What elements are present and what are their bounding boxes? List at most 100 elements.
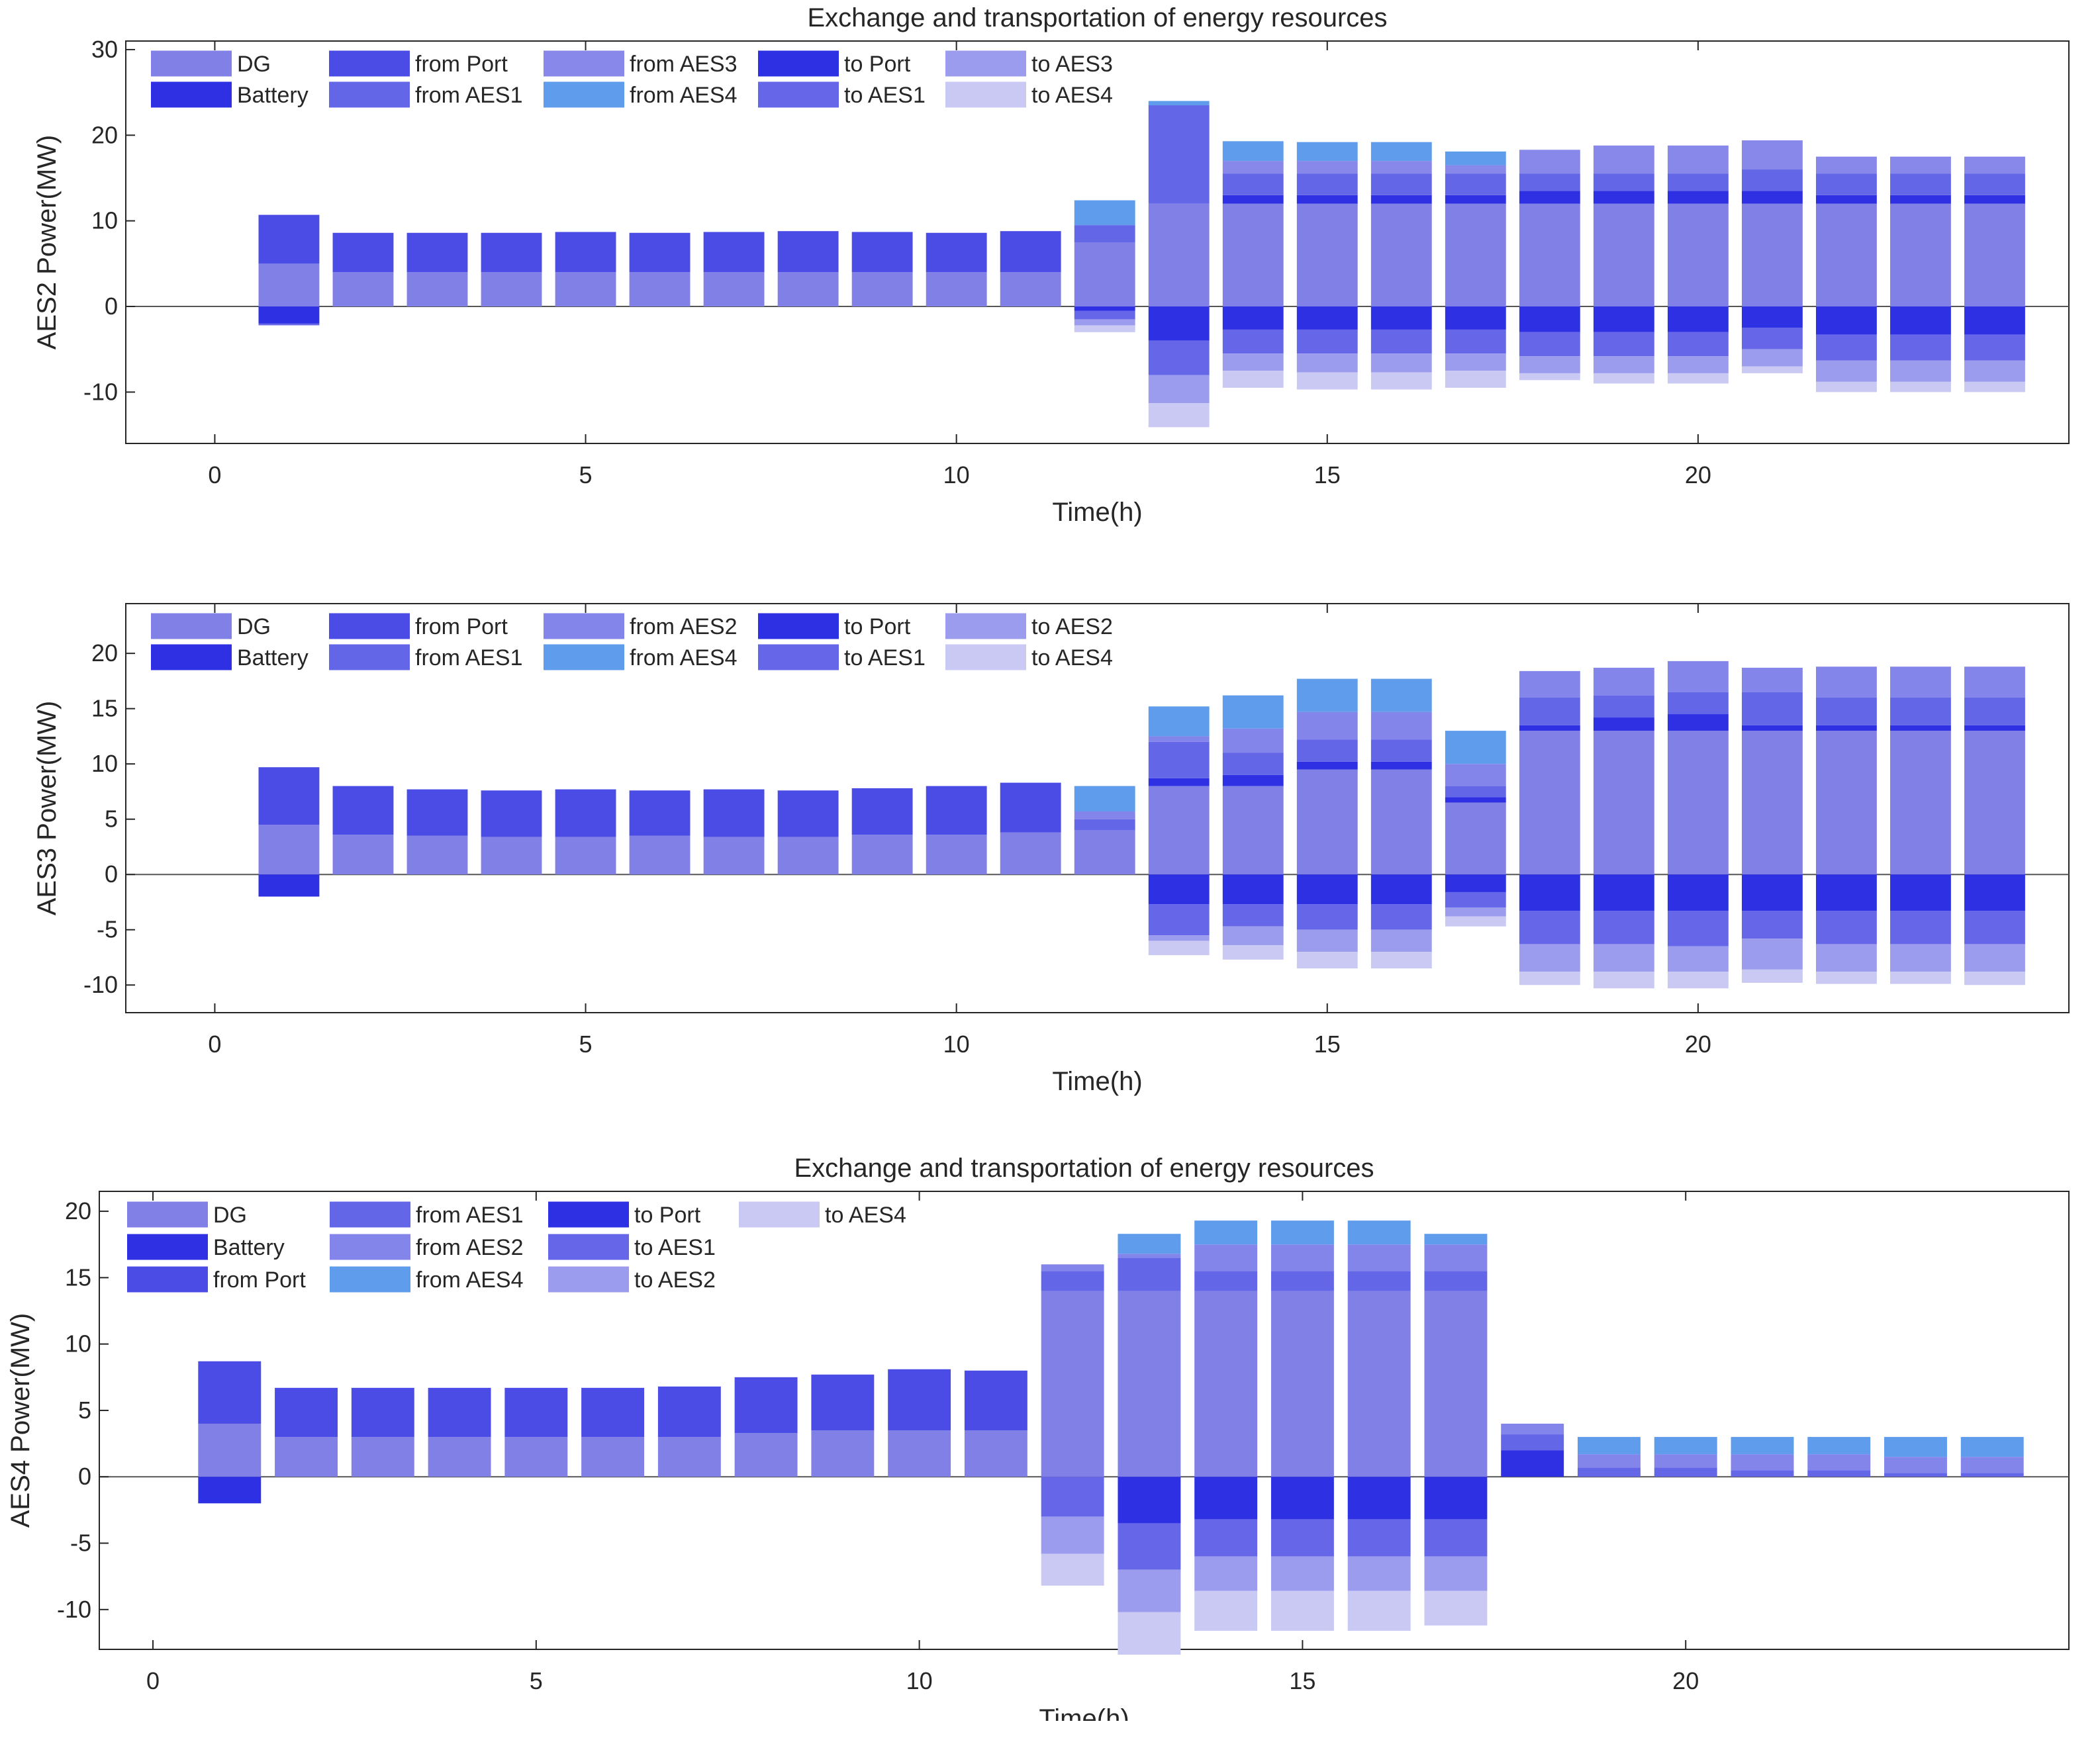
bar-battery-h23 xyxy=(1890,725,1951,731)
bar-from-aes1-h20 xyxy=(1667,173,1729,191)
bar-to-port-h18 xyxy=(1519,874,1580,911)
bar-to-aes4-h22 xyxy=(1816,381,1877,392)
bar-to-port-h1 xyxy=(198,1477,262,1504)
legend-swatch-from-port xyxy=(329,613,410,639)
bar-to-aes3-h19 xyxy=(1593,356,1654,373)
bar-from-aes1-h19 xyxy=(1577,1467,1641,1477)
bar-from-aes1-h24 xyxy=(1964,173,2025,195)
bar-to-port-h24 xyxy=(1964,306,2025,335)
legend-label-from-aes4: from AES4 xyxy=(416,1267,524,1293)
x-tick-label: 10 xyxy=(943,461,970,488)
bar-from-aes2-h22 xyxy=(1816,666,1877,698)
bar-dg-h1 xyxy=(258,825,320,875)
bar-dg-h3 xyxy=(406,835,468,875)
bar-to-port-h13 xyxy=(1148,874,1210,905)
bar-dg-h9 xyxy=(851,835,913,875)
bar-from-aes2-h19 xyxy=(1593,667,1654,696)
x-tick-label: 15 xyxy=(1289,1667,1315,1694)
bar-battery-h21 xyxy=(1741,725,1803,731)
bar-to-aes3-h15 xyxy=(1296,353,1358,373)
y-tick-label: 10 xyxy=(65,1330,91,1357)
bar-from-aes1-h20 xyxy=(1654,1467,1717,1477)
bar-to-aes4-h18 xyxy=(1519,373,1580,381)
bar-from-aes4-h17 xyxy=(1424,1234,1488,1245)
bar-from-aes1-h17 xyxy=(1445,173,1506,195)
bar-from-port-h5 xyxy=(504,1387,568,1438)
bar-to-aes3-h20 xyxy=(1667,356,1729,373)
bar-dg-h16 xyxy=(1370,203,1432,307)
bar-from-port-h8 xyxy=(777,231,839,273)
y-tick-label: -5 xyxy=(97,916,118,943)
bar-from-aes2-h12 xyxy=(1041,1264,1104,1271)
bar-dg-h8 xyxy=(734,1433,798,1477)
legend-label-to-aes1: to AES1 xyxy=(844,645,926,670)
bar-from-port-h4 xyxy=(481,790,542,837)
bar-battery-h14 xyxy=(1222,195,1284,204)
bar-from-port-h8 xyxy=(777,790,839,837)
bar-to-port-h15 xyxy=(1296,874,1358,905)
bar-to-aes4-h15 xyxy=(1296,952,1358,969)
bar-from-port-h3 xyxy=(406,789,468,836)
bar-dg-h11 xyxy=(964,1430,1027,1477)
legend-label-from-aes4: from AES4 xyxy=(630,645,738,670)
legend-swatch-to-aes1 xyxy=(548,1234,629,1260)
bar-to-aes4-h17 xyxy=(1445,916,1506,927)
bar-to-port-h22 xyxy=(1816,874,1877,911)
legend-label-dg: DG xyxy=(237,614,271,639)
legend-swatch-battery xyxy=(151,644,232,670)
bar-to-port-h19 xyxy=(1593,306,1654,332)
bar-to-aes3-h22 xyxy=(1816,360,1877,382)
bar-battery-h20 xyxy=(1667,714,1729,731)
bar-from-aes4-h17 xyxy=(1445,151,1506,165)
bar-to-aes1-h13 xyxy=(1118,1523,1181,1570)
bar-to-aes2-h24 xyxy=(1964,944,2025,972)
bar-from-aes1-h14 xyxy=(1222,753,1284,775)
bar-to-aes2-h15 xyxy=(1296,929,1358,952)
bar-battery-h16 xyxy=(1370,761,1432,770)
bar-from-aes4-h21 xyxy=(1731,1437,1794,1455)
x-tick-label: 0 xyxy=(208,1031,221,1058)
y-tick-label: -5 xyxy=(70,1530,91,1557)
legend-label-dg: DG xyxy=(237,52,271,77)
bar-from-aes1-h18 xyxy=(1519,697,1580,725)
bar-to-port-h23 xyxy=(1890,874,1951,911)
bar-to-aes4-h17 xyxy=(1445,371,1506,388)
bar-to-aes2-h12 xyxy=(1041,1516,1104,1554)
bar-dg-h9 xyxy=(811,1430,875,1477)
bar-from-aes1-h15 xyxy=(1296,739,1358,762)
bar-to-aes1-h1 xyxy=(258,323,320,326)
bar-to-aes4-h14 xyxy=(1222,371,1284,388)
bar-from-port-h2 xyxy=(332,786,394,835)
bar-dg-h5 xyxy=(504,1437,568,1477)
bar-from-port-h10 xyxy=(926,786,987,835)
bar-to-aes1-h12 xyxy=(1074,310,1135,320)
bar-dg-h22 xyxy=(1816,731,1877,875)
y-tick-label: -10 xyxy=(83,378,118,405)
bar-to-aes4-h16 xyxy=(1347,1590,1411,1631)
bar-from-port-h11 xyxy=(1000,782,1061,833)
bar-from-aes1-h18 xyxy=(1501,1434,1564,1451)
bar-to-port-h17 xyxy=(1445,874,1506,892)
legend-swatch-to-port xyxy=(758,50,839,77)
y-tick-label: -10 xyxy=(57,1596,91,1623)
bar-dg-h16 xyxy=(1347,1291,1411,1477)
legend-label-from-aes4: from AES4 xyxy=(630,83,738,108)
bar-to-aes1-h12 xyxy=(1041,1477,1104,1517)
bar-to-aes2-h14 xyxy=(1222,926,1284,946)
bar-from-aes1-h22 xyxy=(1816,173,1877,195)
bar-from-port-h9 xyxy=(811,1374,875,1431)
y-tick-label: 0 xyxy=(105,860,118,888)
bar-from-aes1-h14 xyxy=(1222,173,1284,195)
bar-from-port-h8 xyxy=(734,1377,798,1434)
x-tick-label: 0 xyxy=(146,1667,160,1694)
bar-from-aes4-h16 xyxy=(1370,142,1432,161)
bar-from-aes1-h12 xyxy=(1041,1271,1104,1291)
legend-label-battery: Battery xyxy=(213,1235,285,1260)
bar-from-aes1-h20 xyxy=(1667,692,1729,715)
x-axis-label: Time(h) xyxy=(1052,1067,1142,1096)
bar-battery-h19 xyxy=(1593,717,1654,731)
bar-from-aes1-h17 xyxy=(1445,786,1506,798)
bar-from-aes3-h24 xyxy=(1964,156,2025,174)
bar-from-port-h11 xyxy=(1000,231,1061,273)
x-tick-label: 5 xyxy=(530,1667,543,1694)
